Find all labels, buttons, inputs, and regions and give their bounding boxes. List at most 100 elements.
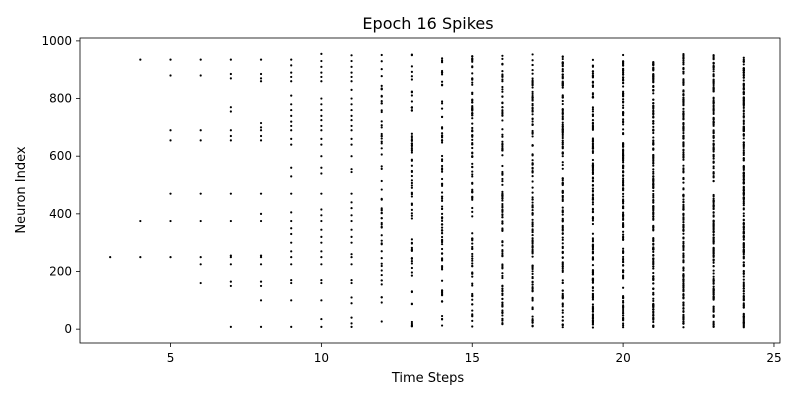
spike-point: [682, 240, 685, 243]
spike-point: [320, 228, 323, 231]
spike-point: [591, 187, 595, 190]
spike-point: [501, 206, 504, 209]
spike-point: [290, 103, 293, 106]
spike-point: [622, 85, 625, 88]
spike-point: [320, 279, 323, 282]
spike-point: [259, 129, 263, 132]
spike-point: [290, 124, 293, 128]
spike-point: [712, 142, 715, 145]
spike-point: [591, 316, 595, 319]
spike-point: [712, 309, 715, 313]
spike-point: [471, 191, 474, 194]
spike-point: [501, 69, 504, 73]
spike-point: [531, 104, 534, 107]
spike-point: [531, 186, 534, 189]
spike-point: [682, 207, 685, 210]
spike-point: [652, 242, 655, 245]
spike-point: [531, 110, 534, 113]
spike-point: [682, 83, 685, 87]
spike-point: [440, 207, 444, 211]
spike-point: [501, 314, 504, 317]
spike-point: [440, 247, 444, 251]
spike-point: [652, 253, 655, 257]
spike-point: [591, 108, 595, 111]
spike-point: [290, 75, 293, 79]
spike-point: [380, 179, 383, 183]
spike-point: [199, 129, 202, 132]
spike-point: [652, 164, 655, 167]
spike-point: [561, 232, 564, 235]
spike-point: [471, 83, 474, 86]
spike-point: [682, 70, 685, 74]
spike-point: [712, 176, 715, 179]
spike-point: [742, 248, 745, 251]
spike-point: [682, 316, 685, 319]
spike-point: [682, 153, 685, 156]
spike-point: [380, 94, 383, 97]
spike-point: [471, 255, 474, 258]
spike-point: [259, 263, 263, 266]
spike-point: [440, 182, 444, 185]
spike-point: [682, 181, 685, 184]
spike-point: [652, 81, 655, 84]
spike-point: [591, 106, 595, 109]
spike-point: [591, 164, 595, 167]
spike-point: [380, 279, 383, 282]
spike-point: [440, 317, 444, 321]
spike-point: [169, 219, 172, 223]
spike-point: [350, 75, 353, 79]
spike-point: [259, 139, 263, 142]
spike-point: [320, 255, 323, 259]
spike-point: [320, 52, 323, 55]
spike-point: [531, 166, 534, 169]
spike-point: [591, 85, 595, 88]
spike-point: [471, 101, 474, 104]
spike-point: [501, 90, 504, 93]
spike-point: [682, 293, 685, 296]
spike-point: [531, 132, 534, 135]
spike-point: [712, 129, 715, 132]
spike-point: [561, 225, 564, 229]
spike-point: [380, 257, 383, 260]
spike-point: [320, 114, 323, 117]
spike-point: [652, 247, 655, 250]
x-tick-label: 10: [314, 351, 329, 365]
spike-point: [501, 183, 504, 186]
spike-point: [501, 142, 504, 145]
spike-point: [501, 304, 504, 307]
spike-point: [622, 171, 625, 174]
spike-point: [501, 133, 504, 136]
spike-point: [350, 206, 353, 210]
spike-point: [591, 238, 595, 242]
spike-point: [531, 79, 534, 82]
spike-point: [290, 232, 293, 236]
spike-point: [742, 235, 745, 238]
spike-point: [561, 228, 564, 231]
spike-point: [622, 53, 625, 57]
spike-point: [622, 299, 625, 303]
spike-point: [652, 212, 655, 215]
spike-point: [440, 127, 444, 130]
spike-point: [531, 53, 534, 56]
spike-point: [742, 158, 745, 162]
spike-point: [652, 194, 655, 197]
spike-point: [471, 57, 474, 60]
spike-point: [229, 106, 232, 109]
spike-point: [259, 280, 263, 283]
spike-point: [380, 242, 383, 245]
spike-point: [712, 282, 715, 285]
spike-point: [501, 145, 504, 148]
spike-point: [531, 233, 534, 237]
spike-point: [501, 63, 504, 66]
spike-point: [591, 251, 595, 254]
spike-point: [440, 59, 444, 62]
spike-point: [742, 197, 745, 200]
spike-point: [380, 301, 383, 304]
spike-point: [712, 165, 715, 168]
spike-point: [682, 252, 685, 255]
spike-point: [591, 180, 595, 183]
spike-point: [440, 57, 444, 60]
spike-point: [622, 269, 625, 272]
spike-point: [742, 264, 745, 267]
spike-point: [320, 219, 323, 223]
